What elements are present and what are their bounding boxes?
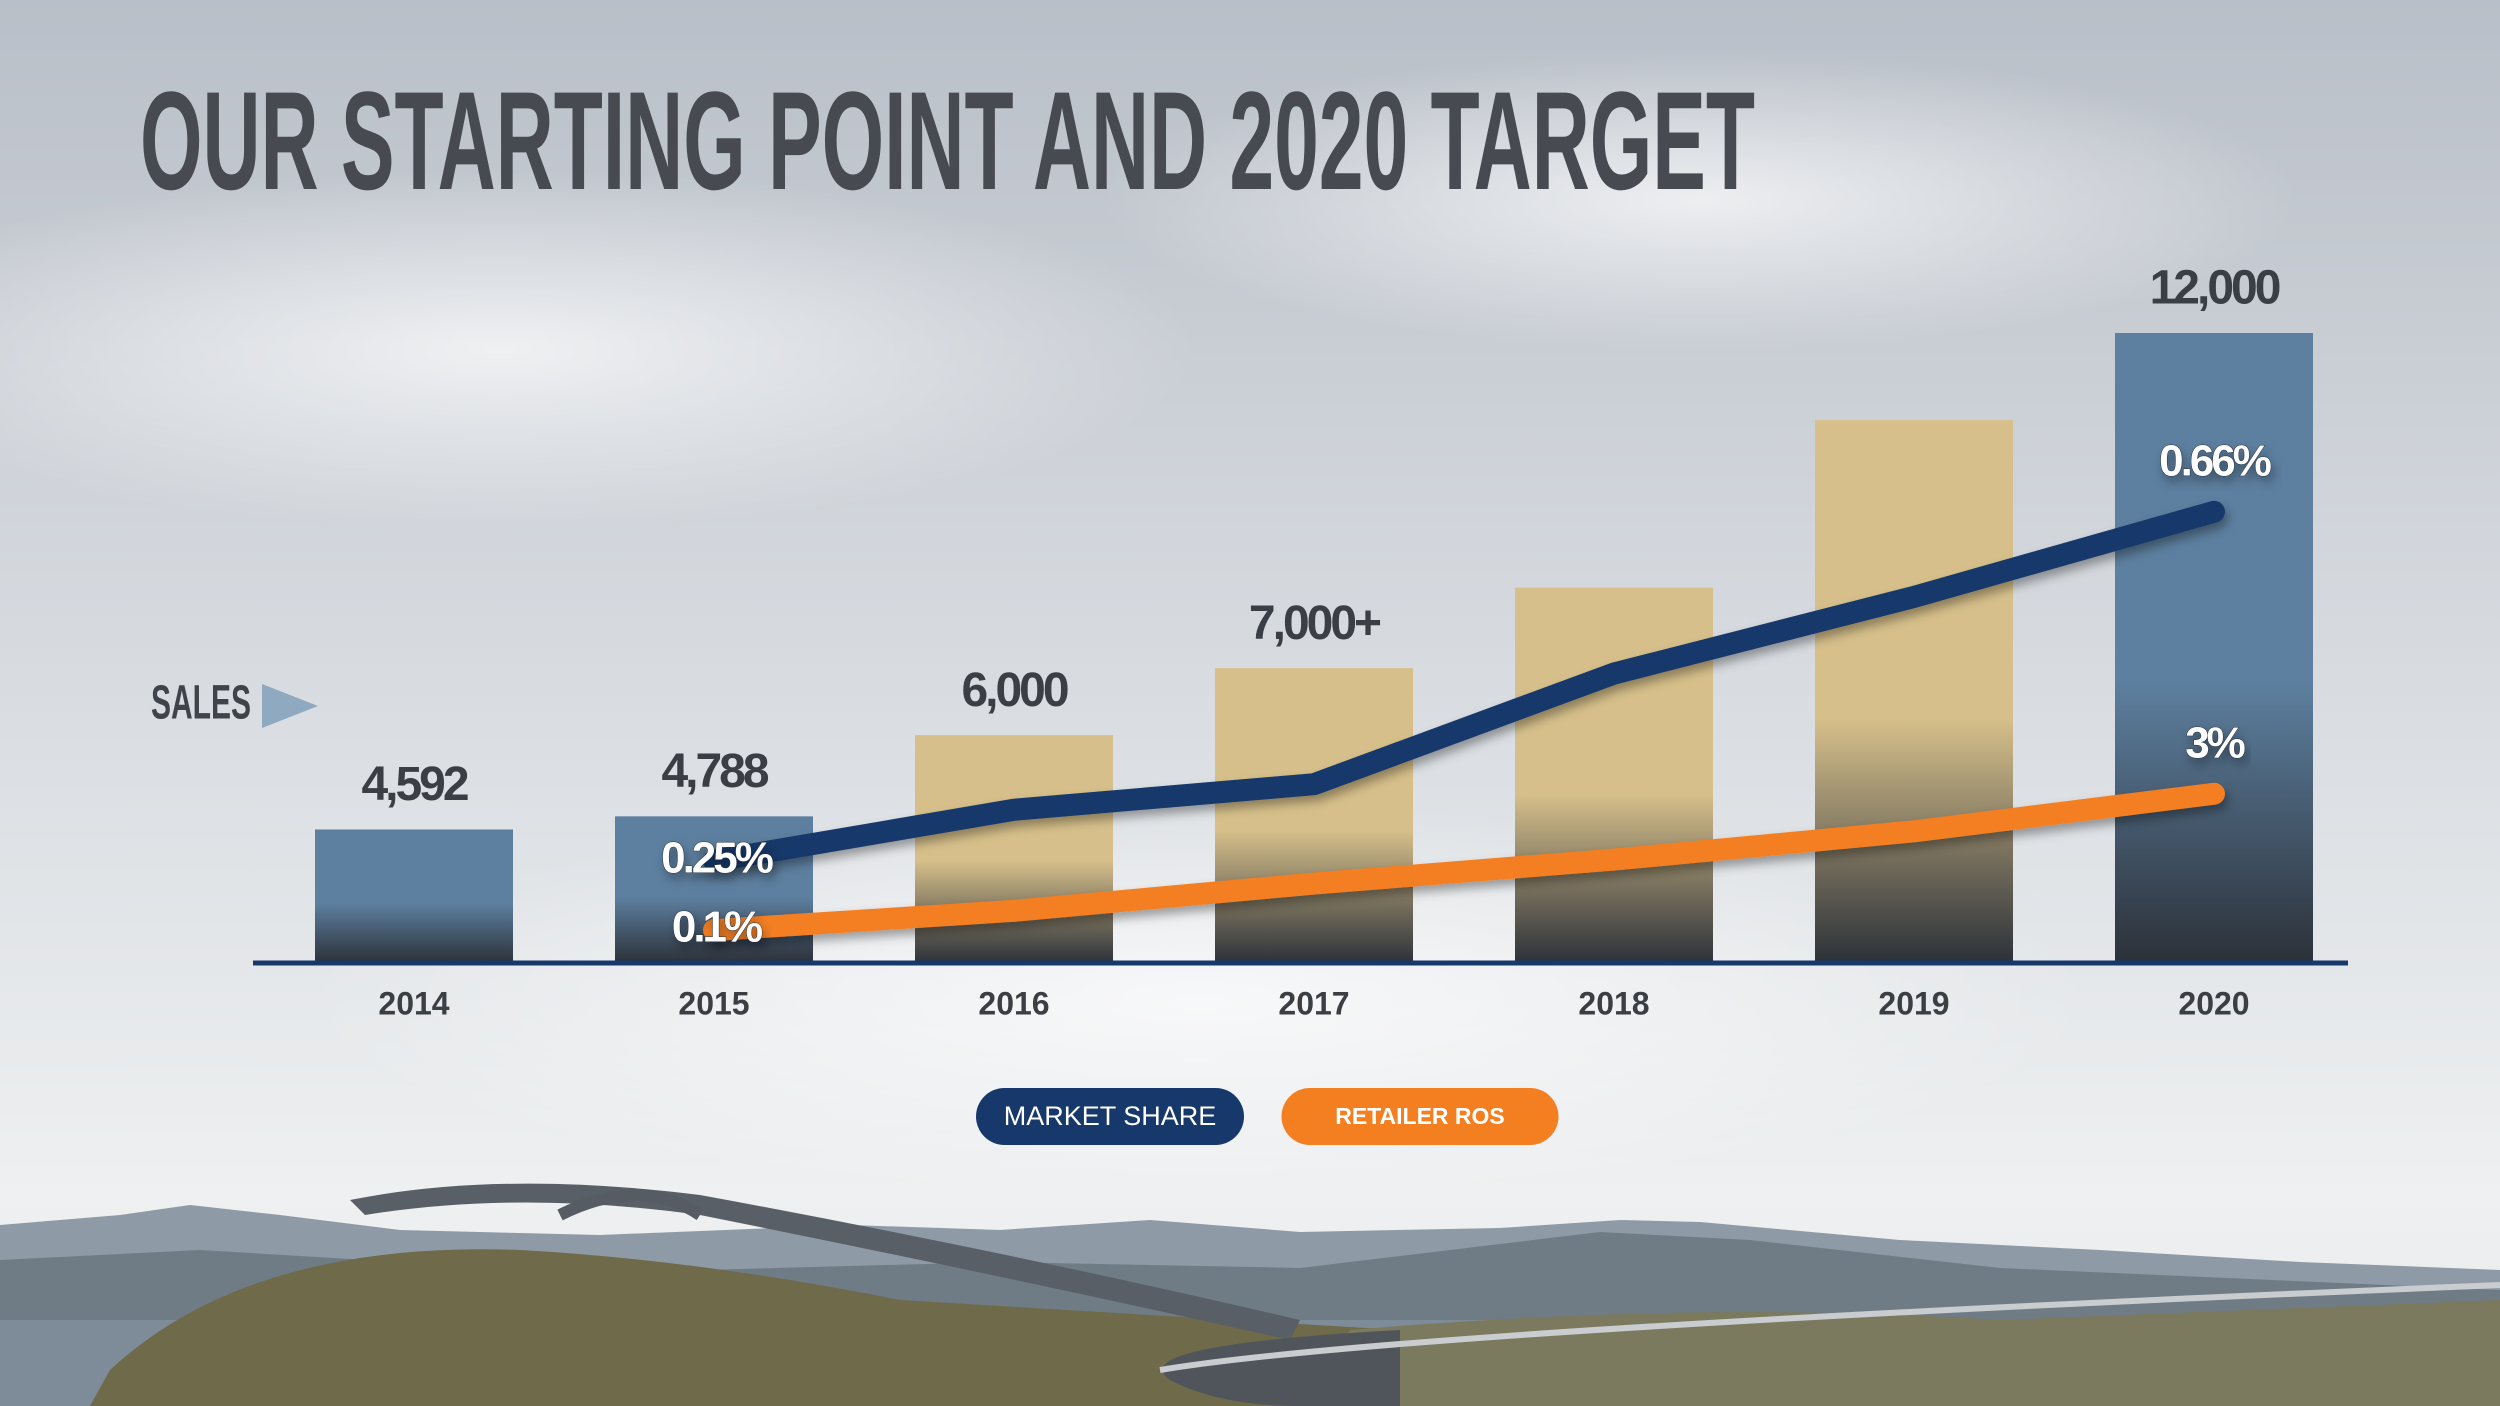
line-value-label: 3% <box>2185 718 2244 767</box>
annotation-arrow <box>262 684 318 728</box>
bar <box>915 735 1113 963</box>
line-series <box>703 782 2225 942</box>
x-tick-label: 2016 <box>978 985 1049 1021</box>
line-value-label: 0.66% <box>2159 436 2271 485</box>
legend: MARKET SHARE RETAILER ROS <box>976 1088 1559 1145</box>
legend-swatch <box>1281 1088 1559 1145</box>
cloud <box>0 170 1200 530</box>
bar-value-label: 4,592 <box>361 758 467 811</box>
bar <box>1515 587 1713 963</box>
bar <box>1815 420 2013 963</box>
cloud <box>1100 50 2300 350</box>
bar <box>2115 333 2313 963</box>
landscape <box>0 1183 2500 1406</box>
legend-swatch <box>976 1088 1244 1145</box>
legend-label: MARKET SHARE <box>1004 1101 1217 1131</box>
line-value-label: 0.1% <box>672 903 762 952</box>
line-series <box>703 500 2225 872</box>
bar-value-label: 12,000 <box>2150 262 2280 315</box>
plot: 4,592 2014 4,788 2015 6,000 2016 7,000+ 2017 201… <box>253 262 2348 1021</box>
title: OUR STARTING POINT AND 2020 TARGET <box>140 62 1755 219</box>
x-tick-label: 2019 <box>1878 985 1949 1021</box>
bar <box>315 829 513 963</box>
bar <box>1215 668 1413 963</box>
x-tick-label: 2017 <box>1278 985 1349 1021</box>
x-tick-label: 2014 <box>378 985 449 1021</box>
x-tick-label: 2015 <box>678 985 749 1021</box>
legend-label: RETAILER ROS <box>1335 1103 1505 1129</box>
annotation: SALES <box>151 677 251 730</box>
bar-value-label: 7,000+ <box>1249 597 1381 650</box>
line-value-label: 0.25% <box>661 833 773 882</box>
x-tick-label: 2018 <box>1578 985 1649 1021</box>
bar-value-label: 6,000 <box>961 664 1067 717</box>
x-tick-label: 2020 <box>2178 985 2249 1021</box>
bar-value-label: 4,788 <box>661 745 768 798</box>
